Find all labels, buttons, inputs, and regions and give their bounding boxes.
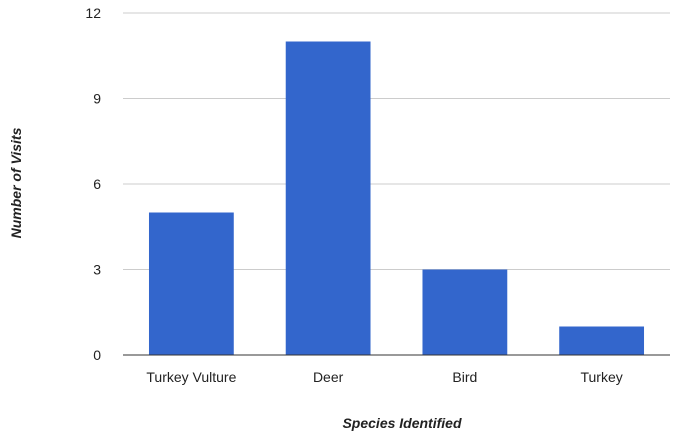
x-axis-title: Species Identified bbox=[342, 415, 461, 431]
x-tick-label: Bird bbox=[452, 369, 477, 385]
y-tick-label: 6 bbox=[93, 176, 101, 192]
axes: 0 3 6 9 12 Turkey Vulture Deer Bird Turkey bbox=[85, 5, 670, 385]
y-tick-label: 9 bbox=[93, 91, 101, 107]
bar-deer[interactable] bbox=[285, 41, 371, 356]
bars bbox=[148, 41, 645, 356]
y-axis-title: Number of Visits bbox=[8, 127, 24, 238]
gridlines bbox=[123, 12, 670, 270]
x-tick-label: Turkey bbox=[580, 369, 622, 385]
x-tick-label: Turkey Vulture bbox=[146, 369, 236, 385]
bar-turkey-vulture[interactable] bbox=[148, 212, 234, 356]
bar-bird[interactable] bbox=[422, 269, 508, 356]
bar-turkey[interactable] bbox=[559, 326, 645, 356]
x-tick-label: Deer bbox=[313, 369, 344, 385]
y-tick-label: 12 bbox=[85, 5, 101, 21]
y-tick-label: 0 bbox=[93, 347, 101, 363]
y-tick-label: 3 bbox=[93, 262, 101, 278]
